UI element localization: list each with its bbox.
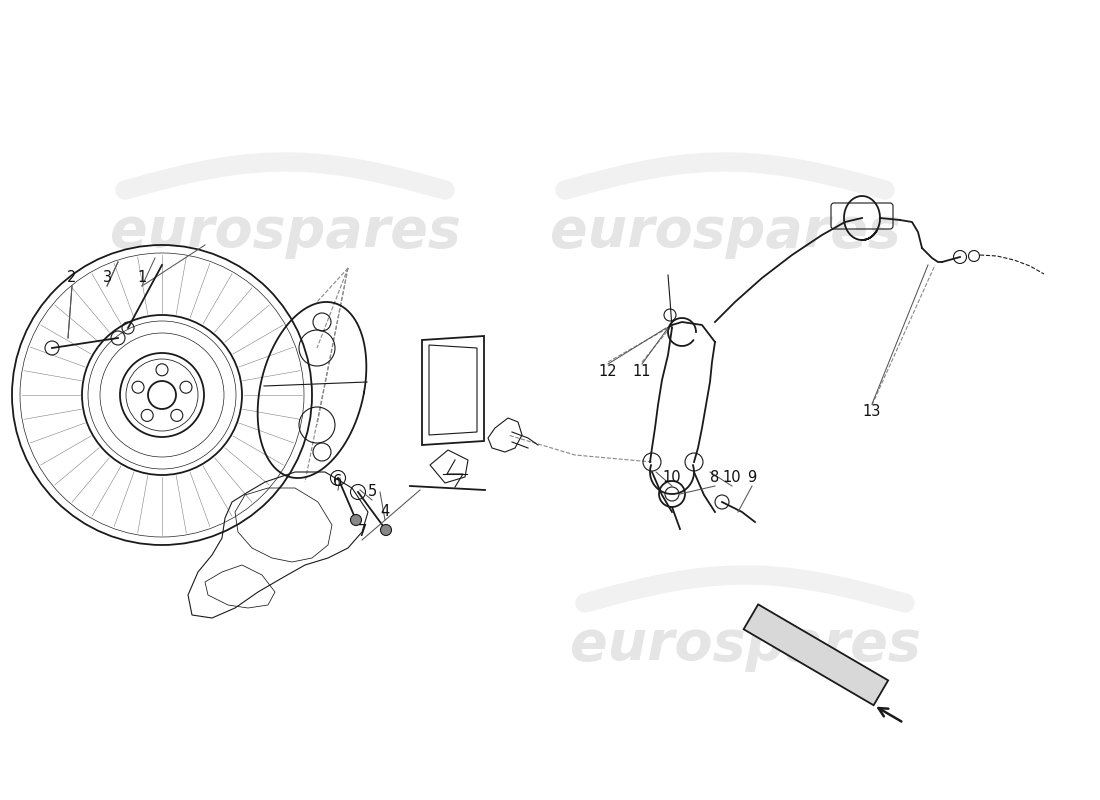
Text: 1: 1 [138,270,146,286]
Text: 9: 9 [747,470,757,486]
Text: 8: 8 [711,470,719,486]
Text: 5: 5 [367,485,376,499]
Text: 11: 11 [632,365,651,379]
Text: eurospares: eurospares [110,205,461,259]
Text: eurospares: eurospares [550,205,901,259]
Text: 4: 4 [381,505,389,519]
Text: 7: 7 [358,525,366,539]
Text: 10: 10 [662,470,681,486]
Text: 13: 13 [862,405,881,419]
Text: 12: 12 [598,365,617,379]
Text: 3: 3 [102,270,111,286]
Text: 2: 2 [67,270,77,286]
Polygon shape [744,604,888,706]
Text: 6: 6 [333,474,342,490]
Circle shape [381,525,392,535]
Text: 10: 10 [723,470,741,486]
Circle shape [351,514,362,526]
Text: eurospares: eurospares [570,618,921,672]
